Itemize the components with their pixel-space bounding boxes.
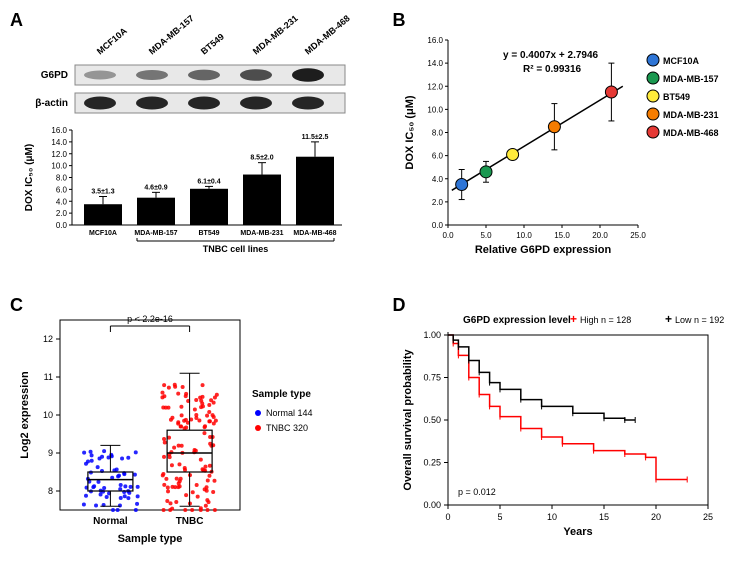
svg-text:0.50: 0.50 xyxy=(423,415,441,425)
svg-text:14.0: 14.0 xyxy=(51,138,67,147)
svg-text:MDA-MB-468: MDA-MB-468 xyxy=(303,13,352,56)
svg-text:Sample type: Sample type xyxy=(252,389,311,400)
svg-text:TNBC cell lines: TNBC cell lines xyxy=(203,244,269,254)
svg-text:0.0: 0.0 xyxy=(56,221,68,230)
svg-text:0.75: 0.75 xyxy=(423,373,441,383)
svg-text:p = 0.012: p = 0.012 xyxy=(458,487,496,497)
panel-b: B 0.0 2.0 4.0 6.0 8.0 10.0 12.0 14.0 16.0 0.0 5.0 1… xyxy=(393,10,745,285)
svg-text:16.0: 16.0 xyxy=(51,126,67,135)
svg-text:High n = 128: High n = 128 xyxy=(580,315,631,325)
svg-text:MCF10A: MCF10A xyxy=(95,25,129,56)
svg-text:8.5±2.0: 8.5±2.0 xyxy=(250,155,273,162)
svg-text:10.0: 10.0 xyxy=(51,162,67,171)
svg-text:BT549: BT549 xyxy=(663,92,690,102)
svg-text:Sample type: Sample type xyxy=(118,533,183,545)
svg-text:+: + xyxy=(570,312,577,326)
svg-text:Normal 144: Normal 144 xyxy=(266,408,313,418)
panel-c-label: C xyxy=(10,295,23,316)
svg-text:4.6±0.9: 4.6±0.9 xyxy=(144,184,167,191)
svg-text:12: 12 xyxy=(43,334,53,344)
svg-text:0.25: 0.25 xyxy=(423,458,441,468)
svg-text:2.0: 2.0 xyxy=(431,198,443,207)
svg-text:MDA-MB-157: MDA-MB-157 xyxy=(147,13,196,56)
svg-text:4.0: 4.0 xyxy=(431,175,443,184)
svg-text:9: 9 xyxy=(48,448,53,458)
panel-c: C 8 9 10 11 12 Log2 expression Sample type Norm… xyxy=(10,295,373,560)
svg-text:BT549: BT549 xyxy=(198,230,219,237)
svg-text:8.0: 8.0 xyxy=(431,129,443,138)
svg-text:0.00: 0.00 xyxy=(423,500,441,510)
svg-text:1.00: 1.00 xyxy=(423,330,441,340)
svg-text:25.0: 25.0 xyxy=(630,231,646,240)
svg-text:25: 25 xyxy=(702,512,712,522)
svg-text:MDA-MB-231: MDA-MB-231 xyxy=(240,230,283,237)
svg-text:10.0: 10.0 xyxy=(516,231,532,240)
svg-text:0.0: 0.0 xyxy=(442,231,454,240)
svg-text:10: 10 xyxy=(546,512,556,522)
svg-text:15: 15 xyxy=(598,512,608,522)
svg-text:Low n = 192: Low n = 192 xyxy=(675,315,724,325)
svg-text:16.0: 16.0 xyxy=(427,36,443,45)
svg-text:Relative G6PD expression: Relative G6PD expression xyxy=(474,244,611,256)
svg-text:BT549: BT549 xyxy=(199,32,226,57)
svg-text:Overall survival probability: Overall survival probability xyxy=(402,349,414,491)
svg-text:TNBC 320: TNBC 320 xyxy=(266,423,308,433)
panel-d-svg: 0.00 0.25 0.50 0.75 1.00 0 5 10 15 20 25 Years Overa… xyxy=(393,295,743,555)
svg-text:4.0: 4.0 xyxy=(56,197,68,206)
svg-text:12.0: 12.0 xyxy=(427,82,443,91)
svg-text:p < 2.2e-16: p < 2.2e-16 xyxy=(127,314,173,324)
svg-text:5.0: 5.0 xyxy=(480,231,492,240)
svg-text:MCF10A: MCF10A xyxy=(663,56,700,66)
svg-text:0.0: 0.0 xyxy=(431,221,443,230)
svg-text:G6PD: G6PD xyxy=(41,70,68,81)
svg-text:MCF10A: MCF10A xyxy=(89,230,117,237)
svg-text:MDA-MB-231: MDA-MB-231 xyxy=(251,13,300,56)
svg-text:6.0: 6.0 xyxy=(431,152,443,161)
panel-a: A MCF10AMDA-MB-157BT549MDA-MB-231MDA-MB-… xyxy=(10,10,373,285)
svg-text:MDA-MB-231: MDA-MB-231 xyxy=(663,110,719,120)
panel-a-label: A xyxy=(10,10,23,31)
svg-text:10.0: 10.0 xyxy=(427,105,443,114)
panel-b-svg: 0.0 2.0 4.0 6.0 8.0 10.0 12.0 14.0 16.0 0.0 5.0 10.… xyxy=(393,10,743,280)
svg-text:6.0: 6.0 xyxy=(56,185,68,194)
svg-text:+: + xyxy=(665,312,672,326)
svg-text:8.0: 8.0 xyxy=(56,174,68,183)
svg-text:Log2 expression: Log2 expression xyxy=(19,371,31,459)
svg-text:TNBC: TNBC xyxy=(176,516,204,527)
svg-text:R² = 0.99316: R² = 0.99316 xyxy=(523,64,582,75)
svg-text:β-actin: β-actin xyxy=(35,98,68,109)
svg-text:2.0: 2.0 xyxy=(56,209,68,218)
svg-text:MDA-MB-468: MDA-MB-468 xyxy=(663,128,719,138)
svg-text:Years: Years xyxy=(563,526,592,538)
svg-text:20.0: 20.0 xyxy=(592,231,608,240)
svg-text:8: 8 xyxy=(48,486,53,496)
svg-text:DOX IC₅₀ (μM): DOX IC₅₀ (μM) xyxy=(24,144,35,211)
panel-c-svg: 8 9 10 11 12 Log2 expression Sample type Normal… xyxy=(10,295,370,555)
panel-b-label: B xyxy=(393,10,406,31)
svg-text:11: 11 xyxy=(44,372,53,382)
svg-text:0: 0 xyxy=(445,512,450,522)
svg-text:Normal: Normal xyxy=(93,516,128,527)
panel-d-label: D xyxy=(393,295,406,316)
svg-text:DOX IC₅₀ (μM): DOX IC₅₀ (μM) xyxy=(404,95,416,170)
svg-text:5: 5 xyxy=(497,512,502,522)
svg-text:11.5±2.5: 11.5±2.5 xyxy=(302,134,329,141)
svg-text:MDA-MB-157: MDA-MB-157 xyxy=(663,74,719,84)
svg-text:15.0: 15.0 xyxy=(554,231,570,240)
svg-text:12.0: 12.0 xyxy=(51,150,67,159)
svg-text:14.0: 14.0 xyxy=(427,59,443,68)
svg-text:10: 10 xyxy=(43,410,53,420)
svg-text:G6PD expression level: G6PD expression level xyxy=(463,315,571,326)
panel-d: D 0.00 0.25 0.50 0.75 1.00 0 5 10 15 20 25 Years Ove… xyxy=(393,295,745,560)
svg-text:3.5±1.3: 3.5±1.3 xyxy=(91,189,114,196)
svg-text:20: 20 xyxy=(650,512,660,522)
svg-text:MDA-MB-157: MDA-MB-157 xyxy=(134,230,177,237)
svg-text:y = 0.4007x + 2.7946: y = 0.4007x + 2.7946 xyxy=(503,50,599,61)
svg-text:6.1±0.4: 6.1±0.4 xyxy=(197,178,220,185)
svg-text:MDA-MB-468: MDA-MB-468 xyxy=(293,230,336,237)
panel-a-svg: MCF10AMDA-MB-157BT549MDA-MB-231MDA-MB-46… xyxy=(10,10,360,280)
